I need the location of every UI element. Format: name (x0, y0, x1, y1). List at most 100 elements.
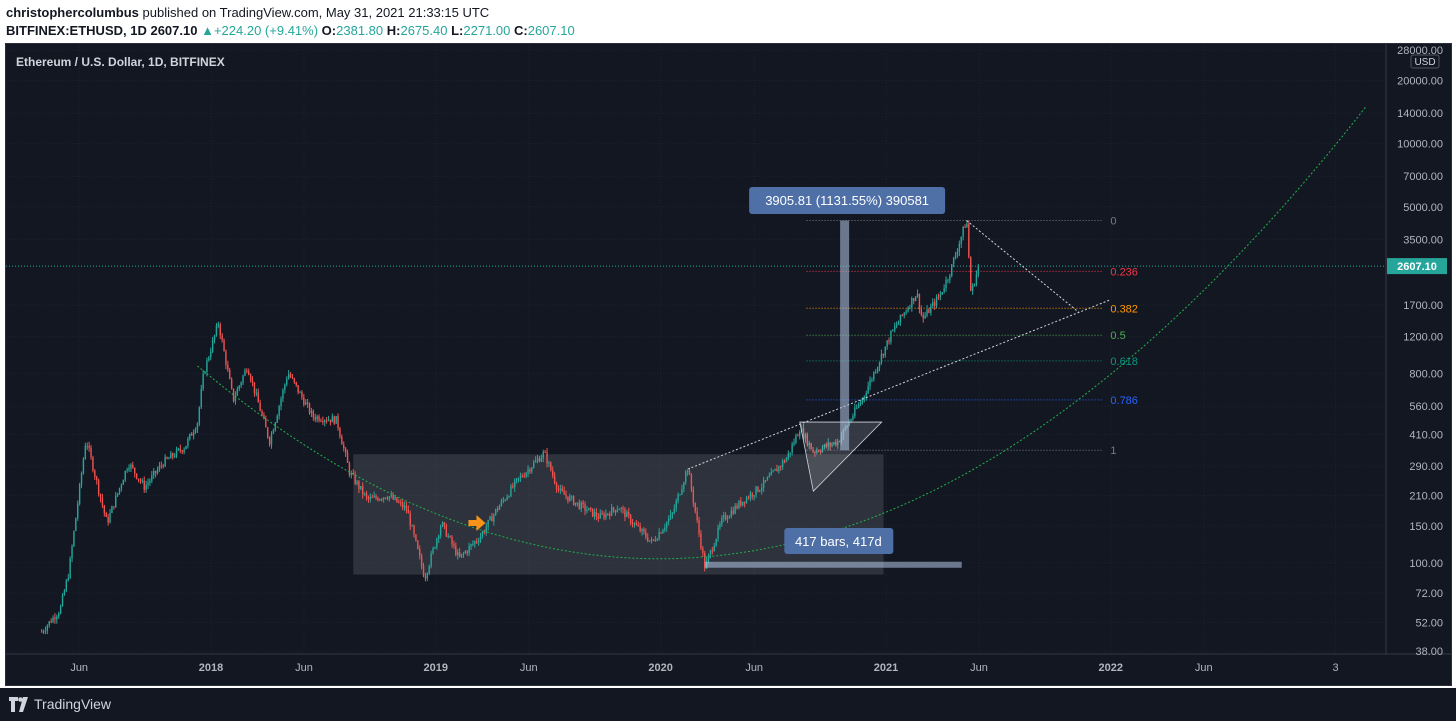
chart-header: christophercolumbus published on Trading… (0, 0, 1456, 42)
candle-body (426, 573, 429, 579)
candle-body (569, 496, 571, 501)
falling-trendline-line[interactable] (966, 220, 1080, 313)
candle-body (667, 518, 670, 523)
candle-body (343, 444, 345, 449)
chart-area[interactable]: 0 0.236 0.382 0.5 0.618 0.786 1 3905.81 (1131.… (5, 43, 1452, 686)
candle-body (381, 499, 383, 501)
candle-body (299, 392, 301, 394)
candle-body (859, 402, 862, 405)
candle-body (417, 540, 419, 549)
chart-canvas[interactable]: 0 0.236 0.382 0.5 0.618 0.786 1 3905.81 (1131.… (6, 44, 1451, 685)
y-tick-label: 52.00 (1415, 617, 1443, 629)
candle-body (681, 488, 683, 495)
candle-body (149, 480, 151, 483)
candle-body (420, 555, 423, 567)
tradingview-logo-icon[interactable] (8, 694, 30, 714)
candle-body (495, 509, 497, 515)
candle-body (63, 590, 66, 596)
y-tick-label: 290.00 (1409, 461, 1443, 473)
candle-body (880, 354, 883, 363)
candle-body (700, 533, 702, 549)
candle-body (227, 364, 229, 370)
candle-body (479, 536, 482, 542)
candle-body (563, 490, 565, 495)
candle-body (671, 512, 674, 515)
candle-body (799, 432, 801, 436)
fib-level-label: 0.786 (1110, 395, 1138, 407)
y-tick-label: 38.00 (1415, 646, 1443, 658)
candle-body (641, 528, 643, 532)
candle-body (130, 464, 132, 468)
parabolic-curve-line[interactable] (197, 106, 1366, 560)
candle-body (308, 403, 311, 414)
candle-body (189, 433, 191, 439)
candle-body (92, 457, 94, 471)
candle-body (945, 279, 947, 289)
candle-body (761, 487, 763, 491)
candle-body (409, 513, 411, 526)
candle-body (329, 419, 332, 423)
author-name[interactable]: christophercolumbus (6, 5, 139, 20)
candle-body (764, 480, 767, 482)
price-range-bar[interactable] (840, 220, 850, 451)
candle-body (666, 522, 668, 528)
candle-body (590, 508, 592, 510)
candle-body (742, 501, 744, 506)
date-range-bar[interactable] (704, 561, 962, 568)
x-tick-label: Jun (520, 662, 538, 674)
candle-body (156, 469, 159, 474)
candle-body (506, 497, 508, 500)
candle-body (310, 410, 313, 414)
candle-body (943, 288, 945, 293)
rising-trendline-line[interactable] (687, 299, 1111, 470)
candle-body (457, 552, 459, 556)
candle-body (390, 495, 392, 497)
candle-body (525, 472, 527, 477)
candle-body (331, 416, 334, 423)
candle-body (263, 414, 265, 419)
candle-body (105, 512, 107, 518)
candle-body (609, 513, 611, 516)
candle-body (911, 298, 913, 308)
candle-body (88, 445, 90, 448)
candle-body (597, 516, 600, 519)
arrow-right-icon[interactable] (468, 515, 486, 532)
candle-body (318, 416, 320, 421)
candle-body (643, 528, 645, 533)
candle-body (485, 526, 487, 533)
candle-body (248, 371, 250, 375)
candle-body (187, 438, 189, 446)
candle-body (134, 467, 136, 474)
candle-body (971, 285, 974, 291)
candle-body (873, 372, 875, 380)
candle-body (605, 513, 607, 518)
candle-body (968, 223, 970, 258)
high-label: H: (386, 23, 401, 38)
range-box[interactable] (353, 454, 884, 575)
chart-title: Ethereum / U.S. Dollar, 1D, BITFINEX (16, 55, 225, 69)
candle-body (907, 308, 909, 312)
candle-body (975, 273, 978, 285)
candle-body (439, 526, 442, 536)
candle-body (424, 576, 427, 579)
candle-body (52, 617, 54, 623)
candle-body (443, 522, 446, 526)
candle-body (578, 502, 581, 509)
candle-body (711, 550, 714, 552)
candle-body (259, 402, 261, 412)
candle-body (886, 340, 888, 347)
candle-body (747, 497, 750, 499)
candle-body (261, 411, 263, 415)
candle-body (325, 420, 328, 422)
candle-body (177, 448, 180, 450)
candle-body (508, 496, 510, 498)
candle-body (759, 490, 761, 492)
candle-body (850, 419, 852, 422)
candle-body (810, 443, 812, 450)
candle-body (622, 508, 624, 510)
candle-body (249, 374, 252, 381)
candle-body (432, 548, 434, 554)
candle-body (848, 421, 850, 426)
tradingview-logo-text[interactable]: TradingView (34, 696, 112, 712)
candle-body (464, 551, 467, 554)
